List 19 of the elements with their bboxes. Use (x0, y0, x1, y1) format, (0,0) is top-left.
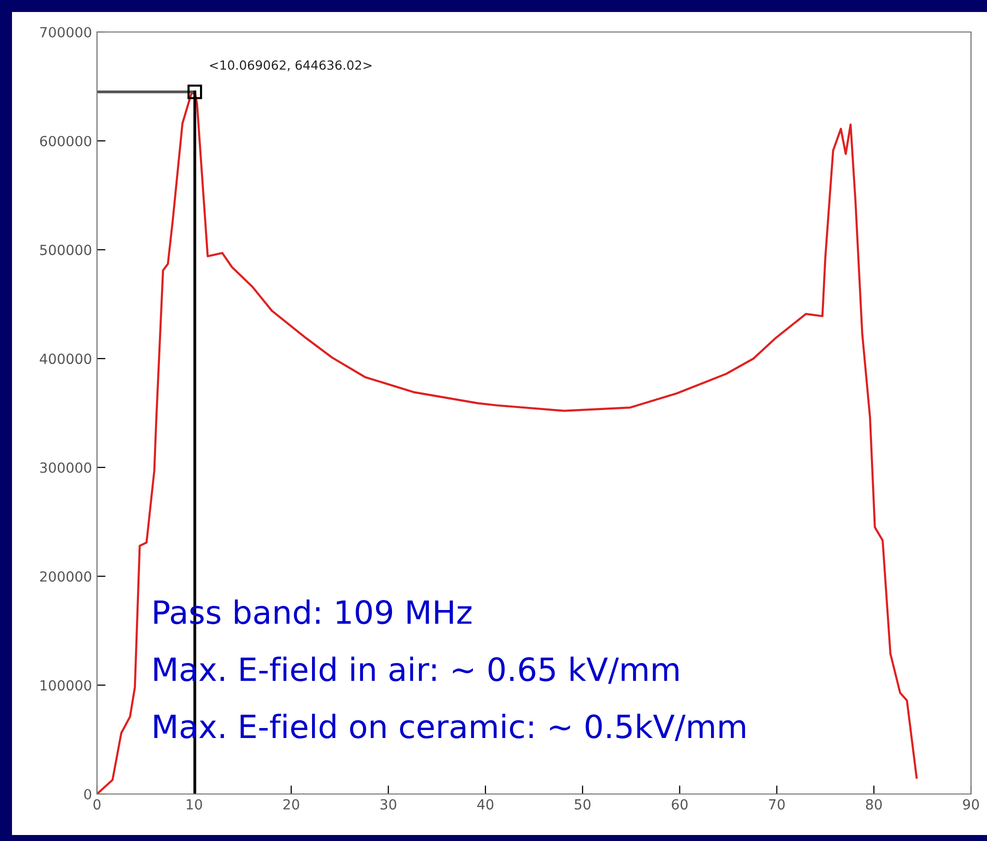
y-tick-label: 400000 (40, 354, 92, 364)
annotation: <10.069062, 644636.02> (210, 60, 372, 72)
x-tick-label: 0 (93, 799, 100, 810)
y-tick-label: 700000 (40, 26, 92, 38)
y-tick-label: 300000 (40, 462, 92, 473)
x-tick-label: 10 (186, 799, 202, 810)
x-tick-label: 80 (866, 799, 882, 810)
x-tick-label: 50 (574, 799, 590, 810)
y-tick-label: 100000 (40, 680, 92, 691)
x-tick-label: 20 (283, 799, 300, 810)
x-tick-label: 90 (963, 799, 979, 810)
x-tick-label: 30 (380, 799, 396, 810)
x-tick-label: 60 (672, 799, 688, 810)
y-tick-label: 200000 (40, 571, 92, 582)
x-tick-label: 70 (769, 799, 785, 810)
y-tick-label: 0 (84, 788, 92, 800)
y-tick-label: 600000 (40, 136, 92, 146)
y-tick-label: 500000 (40, 244, 92, 256)
x-tick-label: 40 (477, 799, 494, 810)
